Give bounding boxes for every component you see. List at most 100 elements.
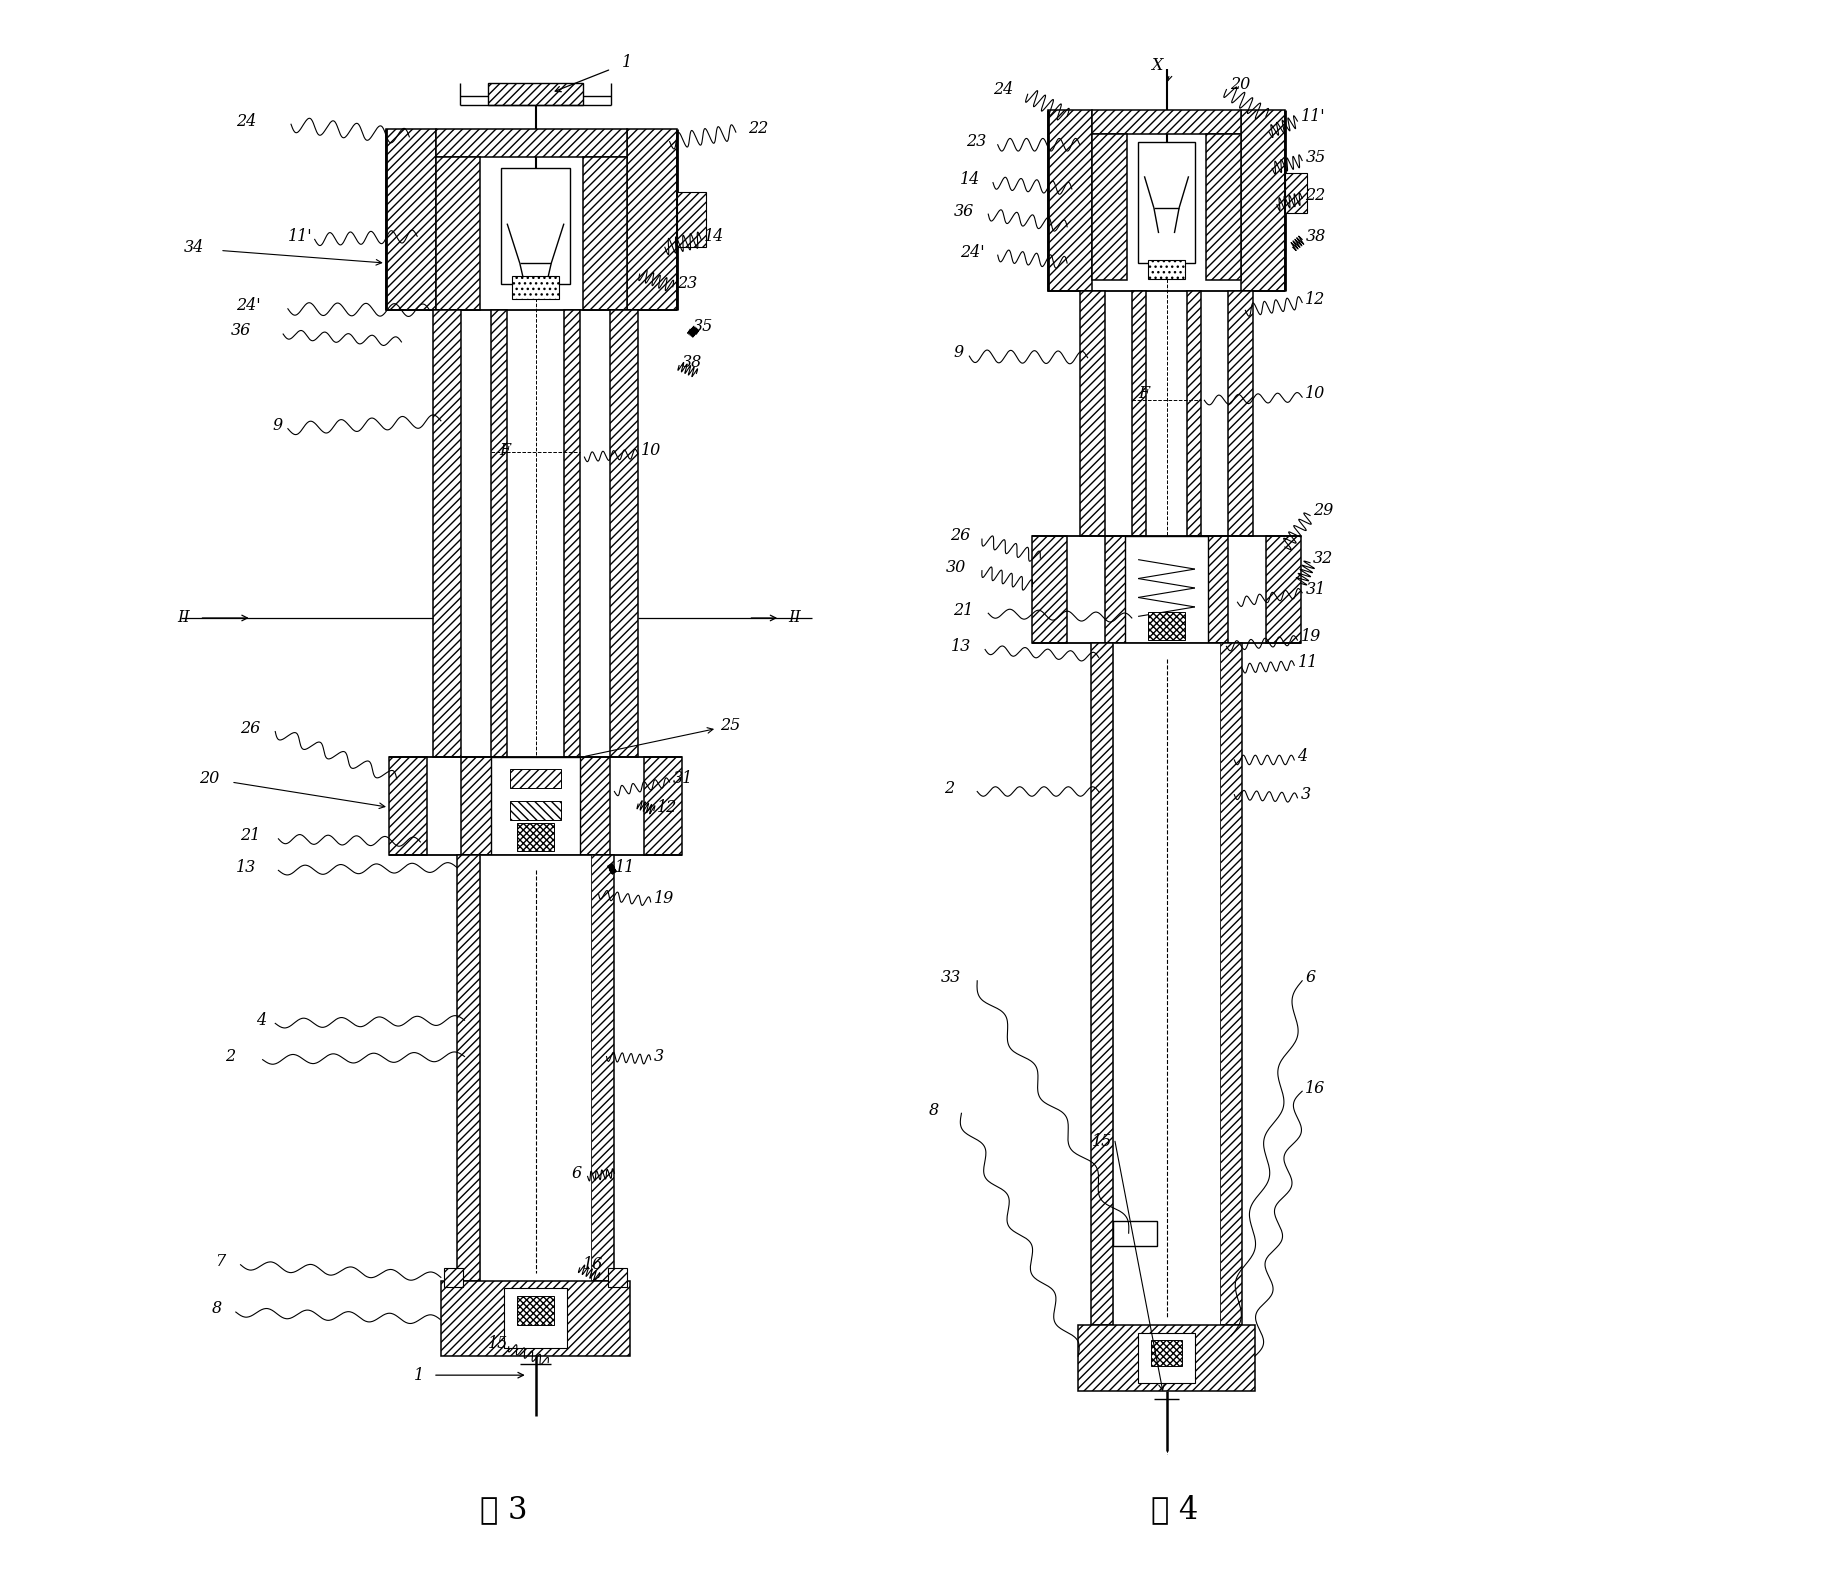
Bar — [1188, 291, 1200, 537]
Text: 30: 30 — [946, 559, 966, 576]
Bar — [516, 823, 555, 852]
Text: X: X — [1151, 57, 1162, 74]
Bar — [503, 1289, 568, 1349]
Bar — [1228, 291, 1254, 537]
Text: 15: 15 — [489, 1334, 509, 1352]
Text: 35: 35 — [1306, 149, 1326, 166]
Text: 21: 21 — [953, 602, 974, 619]
Bar — [579, 757, 610, 855]
Text: 10: 10 — [642, 442, 662, 459]
Bar — [1206, 133, 1241, 280]
Text: 11': 11' — [288, 228, 312, 245]
Text: 16: 16 — [583, 1257, 603, 1273]
Bar — [564, 310, 579, 757]
Text: 图 4: 图 4 — [1151, 1494, 1199, 1524]
Bar — [1147, 260, 1186, 279]
Bar — [1081, 291, 1105, 537]
Bar — [1221, 643, 1243, 1325]
Text: 26: 26 — [950, 527, 970, 545]
Bar — [1092, 133, 1127, 280]
Text: 11': 11' — [1300, 108, 1326, 125]
Bar — [1114, 1220, 1156, 1246]
Bar — [491, 757, 579, 855]
Text: F: F — [500, 442, 511, 459]
Text: 21: 21 — [240, 828, 260, 844]
Text: 2: 2 — [225, 1048, 234, 1065]
Bar — [590, 855, 614, 1281]
Bar — [437, 128, 627, 157]
Bar — [1114, 643, 1221, 1325]
Bar — [1105, 537, 1134, 643]
Bar — [513, 275, 559, 299]
Text: 22: 22 — [749, 120, 769, 138]
Text: F: F — [1138, 386, 1149, 402]
Bar — [1033, 537, 1068, 643]
Bar — [385, 128, 437, 310]
Text: 4: 4 — [1298, 749, 1307, 765]
Text: 22: 22 — [1306, 187, 1326, 204]
Text: 38: 38 — [682, 355, 703, 370]
Text: 14: 14 — [961, 171, 981, 188]
Bar — [1265, 537, 1300, 643]
Bar — [1241, 111, 1285, 291]
Text: 31: 31 — [673, 771, 693, 787]
Bar — [457, 855, 479, 1281]
Text: 19: 19 — [1300, 628, 1320, 646]
Text: 13: 13 — [950, 638, 970, 655]
Text: 33: 33 — [940, 969, 961, 986]
Bar — [583, 157, 627, 310]
Text: 8: 8 — [928, 1102, 939, 1119]
Text: 11: 11 — [1298, 654, 1318, 671]
Bar — [389, 757, 426, 855]
Text: 9: 9 — [953, 345, 964, 361]
Text: 24: 24 — [992, 81, 1012, 98]
Text: 13: 13 — [236, 858, 256, 875]
Bar — [479, 855, 590, 1281]
Bar — [1047, 111, 1092, 291]
Bar — [1285, 173, 1307, 212]
Text: 25: 25 — [721, 717, 739, 735]
Bar — [441, 1281, 631, 1357]
Text: 20: 20 — [199, 771, 219, 787]
Bar — [516, 1296, 555, 1325]
Text: 24': 24' — [236, 298, 260, 313]
Text: 31: 31 — [1306, 581, 1326, 598]
Bar — [511, 769, 561, 788]
Bar — [677, 192, 706, 247]
Bar — [491, 310, 507, 757]
Text: 20: 20 — [1230, 76, 1250, 93]
Text: 38: 38 — [1306, 228, 1326, 245]
Bar — [1138, 1333, 1195, 1384]
Bar — [644, 757, 682, 855]
Text: II: II — [177, 609, 190, 627]
Text: 14: 14 — [704, 228, 725, 245]
Bar — [511, 801, 561, 820]
Text: 36: 36 — [953, 203, 974, 220]
Bar — [1138, 141, 1195, 263]
Text: 35: 35 — [693, 318, 714, 334]
Bar — [489, 84, 583, 106]
Bar — [1092, 111, 1241, 133]
Bar — [433, 310, 461, 757]
Text: 8: 8 — [212, 1300, 223, 1317]
Text: 29: 29 — [1313, 502, 1333, 519]
Text: 32: 32 — [1313, 549, 1333, 567]
Text: 1: 1 — [415, 1366, 424, 1384]
Bar — [461, 757, 492, 855]
Text: 15: 15 — [1092, 1133, 1112, 1151]
Text: 23: 23 — [677, 275, 697, 291]
Text: 16: 16 — [1306, 1080, 1326, 1097]
Bar — [444, 1268, 463, 1287]
Text: 24': 24' — [961, 244, 985, 261]
Bar — [1125, 537, 1208, 643]
Text: 1: 1 — [621, 54, 632, 71]
Text: 10: 10 — [1306, 386, 1326, 402]
Bar — [1079, 1325, 1254, 1391]
Bar — [437, 157, 479, 310]
Text: 12: 12 — [1306, 291, 1326, 307]
Text: 3: 3 — [1300, 787, 1311, 803]
Bar — [1151, 1341, 1182, 1366]
Text: 9: 9 — [273, 416, 282, 434]
Text: 6: 6 — [1306, 969, 1315, 986]
Bar — [1200, 537, 1228, 643]
